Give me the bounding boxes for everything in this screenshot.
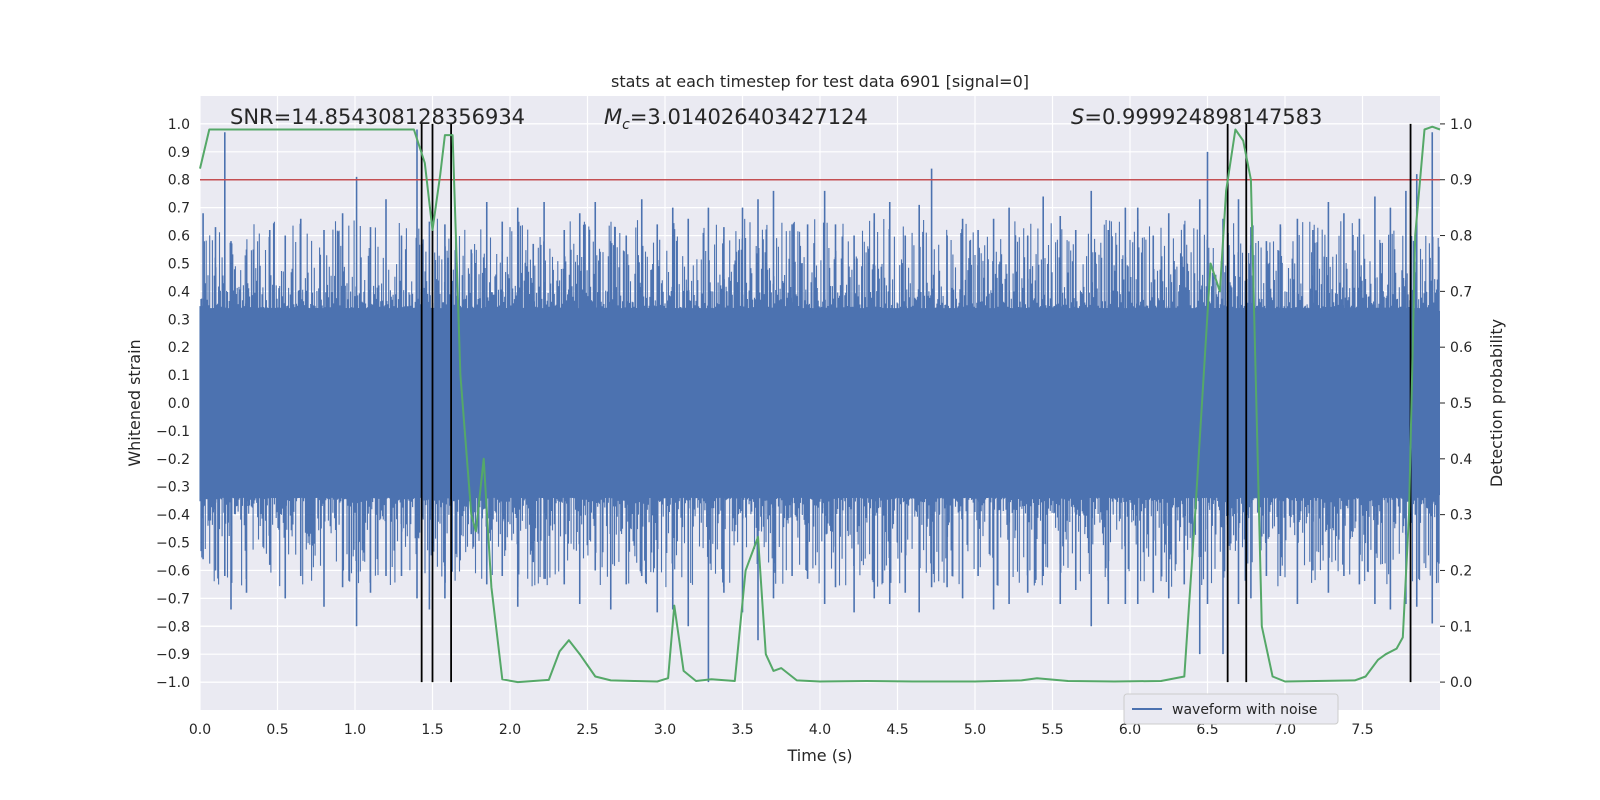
waveform-with-noise-series: [199, 129, 1440, 683]
s-statistic-annotation: S=0.999924898147583: [1071, 105, 1322, 129]
y-tick-label: 0.8: [168, 173, 190, 189]
x-tick-label: 7.5: [1351, 722, 1373, 738]
x-tick-label: 4.0: [809, 722, 831, 738]
y2-tick-label: 0.7: [1450, 284, 1472, 300]
y-tick-label: −0.9: [156, 647, 190, 663]
y2-tick-label: 1.0: [1450, 117, 1472, 133]
y2-tick-label: 0.5: [1450, 396, 1472, 412]
y-tick-label: −0.8: [156, 619, 190, 635]
y-tick-label: 0.3: [168, 312, 190, 328]
x-tick-label: 3.5: [731, 722, 753, 738]
x-tick-label: 5.0: [964, 722, 986, 738]
y2-axis-ticks: 1.0 0.9 0.8 0.7 0.6 0.5 0.4 0.3 0.2 0.1 0.0: [1440, 117, 1472, 691]
legend: waveform with noise: [1123, 693, 1339, 725]
y-tick-label: −0.1: [156, 424, 190, 440]
x-tick-label: 1.0: [344, 722, 366, 738]
s-value: =0.999924898147583: [1084, 105, 1322, 129]
x-tick-label: 3.0: [654, 722, 676, 738]
y-tick-label: −1.0: [156, 675, 190, 691]
chirp-mass-subscript: c: [622, 117, 630, 133]
y-tick-label: −0.2: [156, 452, 190, 468]
x-tick-label: 0.5: [266, 722, 288, 738]
y-tick-label: 0.5: [168, 256, 190, 272]
y-tick-label: 0.9: [168, 145, 190, 161]
snr-annotation: SNR=14.854308128356934: [230, 105, 525, 129]
y2-tick-label: 0.6: [1450, 340, 1472, 356]
detection-markers: [420, 123, 1412, 683]
s-symbol: S: [1071, 105, 1084, 129]
x-axis-label: Time (s): [786, 746, 852, 765]
x-tick-label: 2.5: [576, 722, 598, 738]
y2-tick-label: 0.9: [1450, 173, 1472, 189]
y2-tick-label: 0.4: [1450, 452, 1472, 468]
y-tick-label: 0.7: [168, 201, 190, 217]
x-tick-label: 0.0: [189, 722, 211, 738]
legend-label: waveform with noise: [1172, 702, 1317, 718]
y2-tick-label: 0.1: [1450, 619, 1472, 635]
chirp-mass-symbol: M: [604, 105, 622, 129]
y-axis-ticks: 1.0 0.9 0.8 0.7 0.6 0.5 0.4 0.3 0.2 0.1 0.0 −0.1 −0.…: [156, 117, 190, 691]
y-tick-label: −0.7: [156, 591, 190, 607]
y-tick-label: −0.6: [156, 563, 190, 579]
detection-probability-line: [199, 125, 1441, 684]
y2-tick-label: 0.8: [1450, 229, 1472, 245]
y-axis-label: Whitened strain: [125, 339, 144, 466]
y-tick-label: 0.2: [168, 340, 190, 356]
x-axis-ticks: 0.0 0.5 1.0 1.5 2.0 2.5 3.0 3.5 4.0 4.5 5.0 5.5 6.0 6…: [189, 722, 1374, 738]
legend-box: [1123, 693, 1339, 725]
chirp-mass-annotation: Mc=3.014026403427124: [604, 105, 868, 133]
chirp-mass-value: =3.014026403427124: [630, 105, 868, 129]
y-tick-label: −0.3: [156, 480, 190, 496]
y2-tick-label: 0.3: [1450, 508, 1472, 524]
detection-probability-series: [199, 125, 1441, 684]
y2-tick-label: 0.2: [1450, 563, 1472, 579]
x-tick-label: 6.5: [1196, 722, 1218, 738]
x-tick-label: 6.0: [1119, 722, 1141, 738]
x-tick-label: 5.5: [1041, 722, 1063, 738]
y-tick-label: −0.4: [156, 508, 190, 524]
y-tick-label: −0.5: [156, 536, 190, 552]
y-tick-label: 0.0: [168, 396, 190, 412]
y-tick-label: 0.6: [168, 229, 190, 245]
x-tick-label: 7.0: [1274, 722, 1296, 738]
y2-tick-label: 0.0: [1450, 675, 1472, 691]
y2-axis-label: Detection probability: [1487, 319, 1506, 487]
y-tick-label: 1.0: [168, 117, 190, 133]
x-tick-label: 1.5: [421, 722, 443, 738]
chart-title: stats at each timestep for test data 690…: [611, 72, 1029, 91]
y-tick-label: 0.4: [168, 284, 190, 300]
x-tick-label: 4.5: [886, 722, 908, 738]
waveform-noise-bars: [199, 218, 1440, 588]
y-tick-label: 0.1: [168, 368, 190, 384]
x-tick-label: 2.0: [499, 722, 521, 738]
